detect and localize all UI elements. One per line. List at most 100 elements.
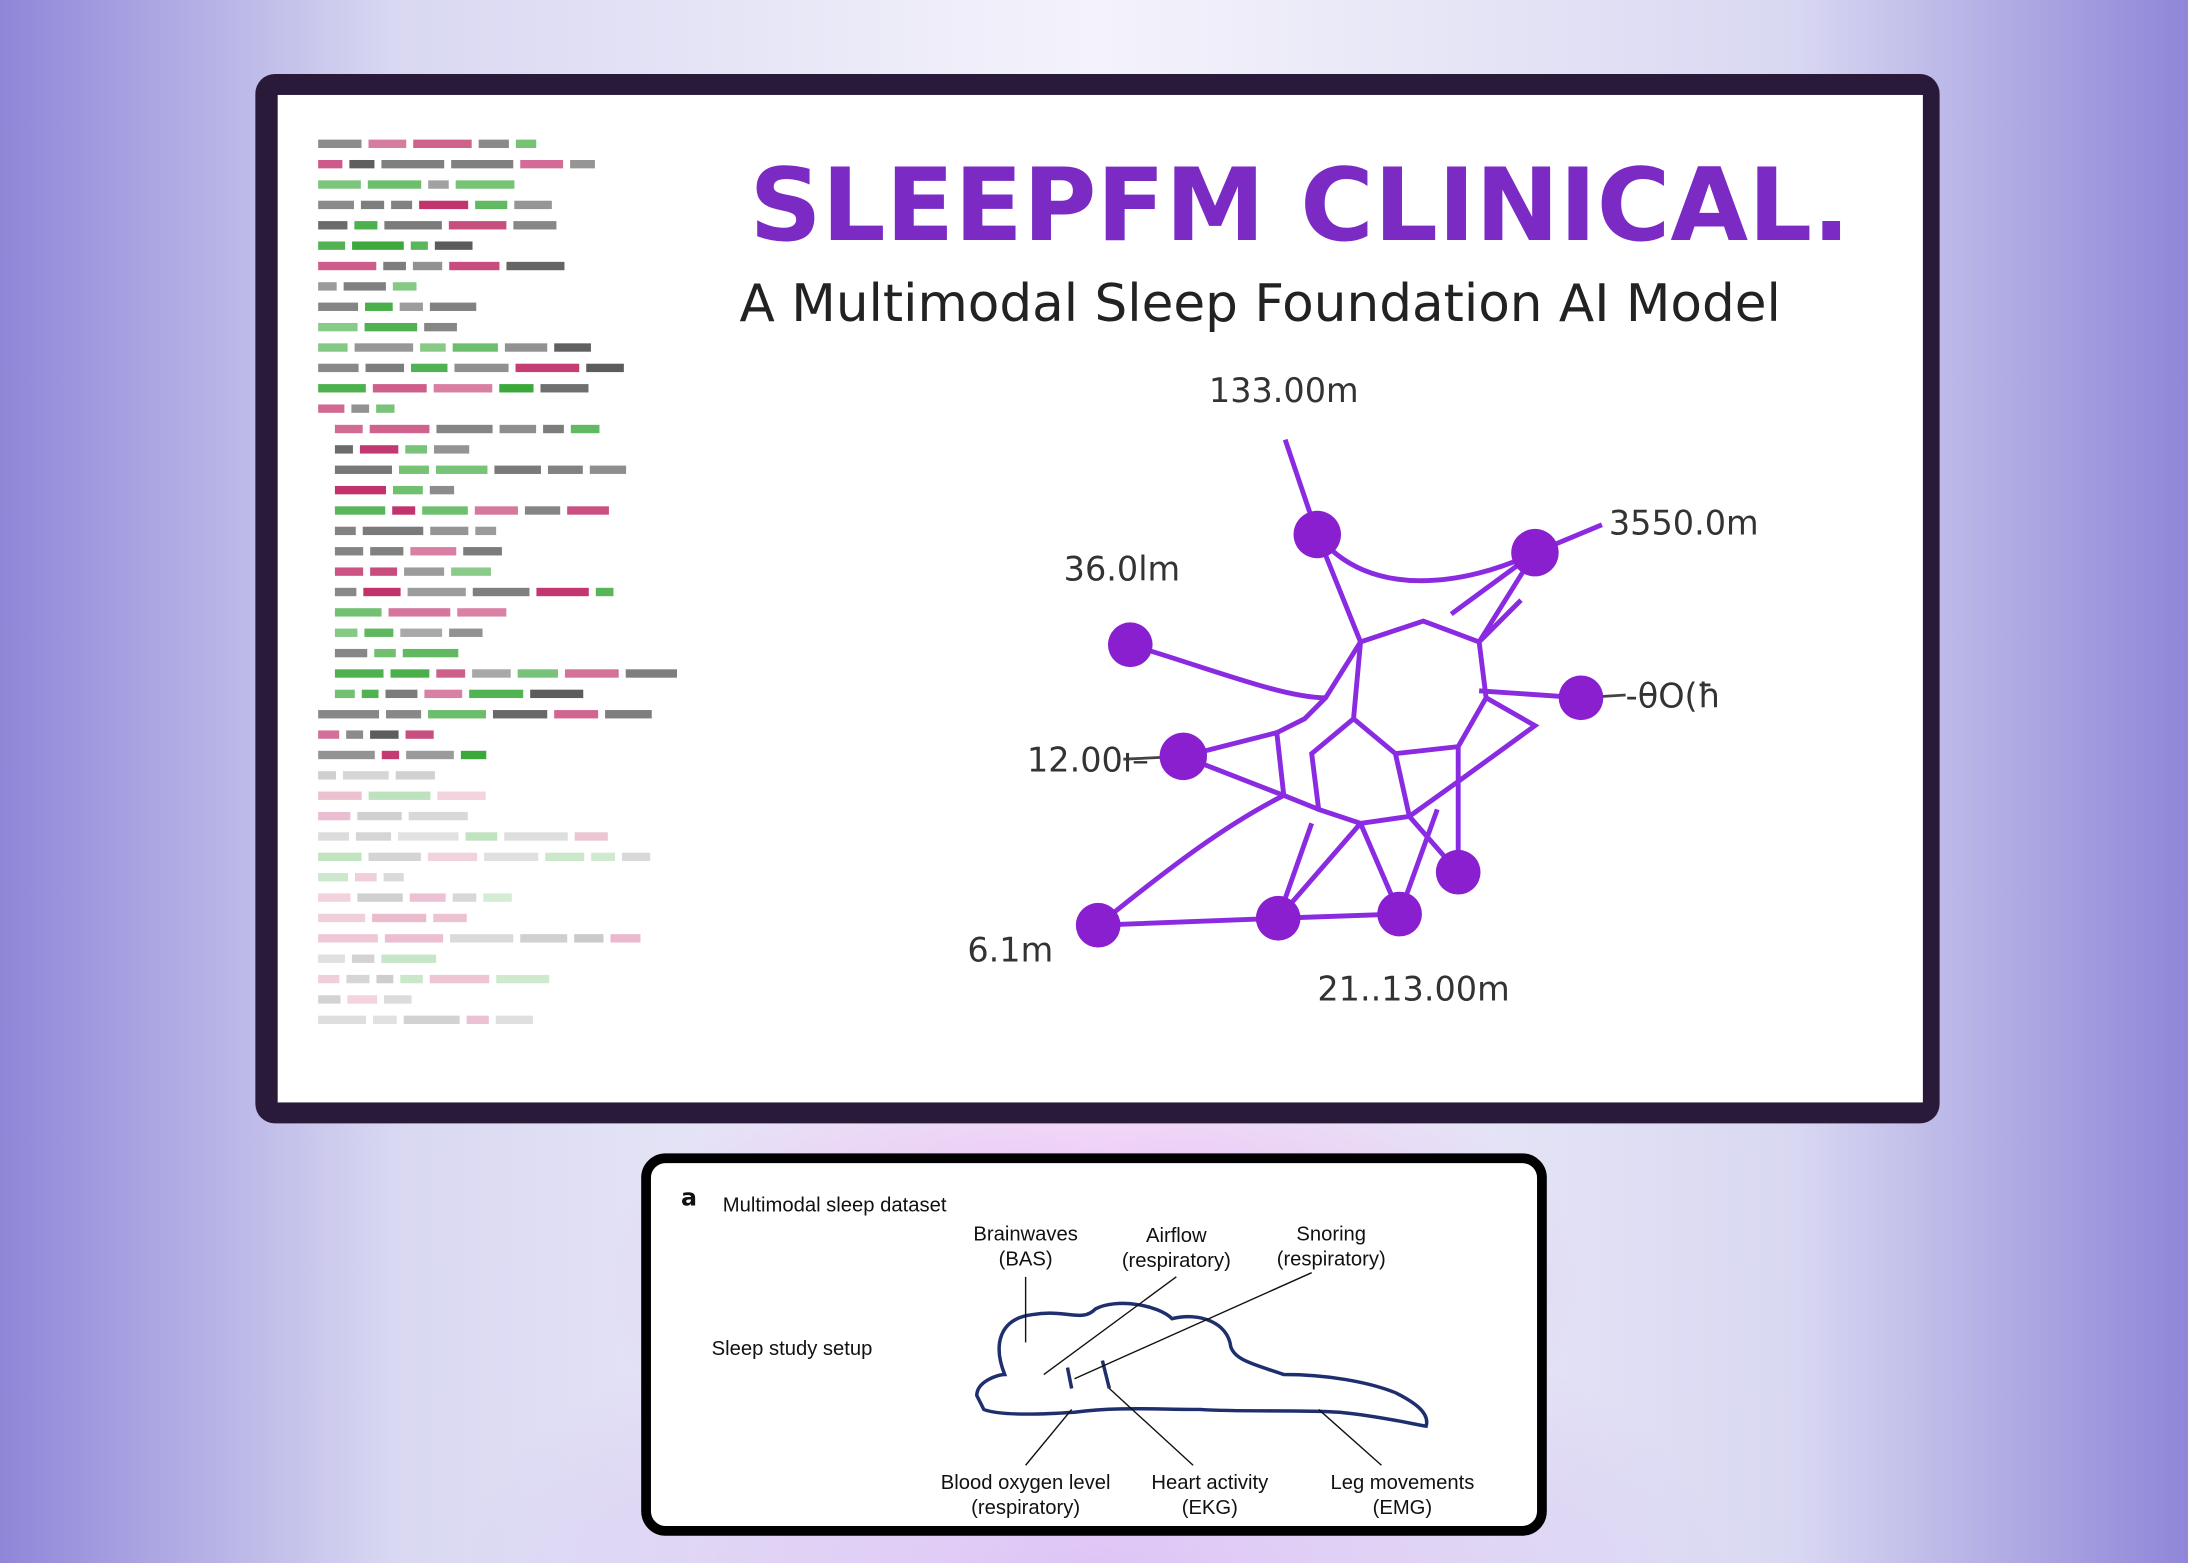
- code-line: [318, 873, 348, 882]
- code-line: [365, 302, 393, 311]
- code-line: [436, 424, 493, 434]
- code-line: [318, 159, 343, 169]
- code-line: [514, 200, 552, 210]
- code-line: [334, 628, 358, 637]
- code-line: [399, 302, 423, 311]
- code-line: [448, 221, 507, 230]
- code-line: [383, 873, 404, 882]
- code-line: [318, 893, 351, 902]
- code-line: [354, 343, 414, 352]
- code-line: [530, 689, 584, 699]
- code-line: [506, 261, 565, 271]
- code-line: [351, 954, 375, 963]
- code-line: [504, 832, 568, 841]
- code-line: [392, 485, 423, 495]
- code-line: [381, 159, 445, 169]
- node: [1107, 622, 1153, 668]
- code-line: [407, 587, 466, 597]
- code-line: [570, 159, 595, 169]
- code-line: [318, 954, 345, 963]
- code-line: [419, 200, 469, 210]
- code-line: [373, 1015, 397, 1025]
- signal-name: Leg movements: [1330, 1472, 1474, 1494]
- code-line: [465, 832, 498, 841]
- panel-title: Multimodal sleep dataset: [723, 1194, 947, 1216]
- code-line: [412, 261, 443, 271]
- code-line: [410, 241, 428, 250]
- code-line: [349, 159, 375, 169]
- code-line: [318, 322, 358, 332]
- node: [1377, 891, 1422, 937]
- code-line: [409, 893, 446, 902]
- code-line: [388, 608, 451, 617]
- code-line: [420, 343, 446, 352]
- code-line: [318, 384, 366, 393]
- code-line: [499, 384, 534, 393]
- code-line: [424, 689, 463, 699]
- code-line: [504, 343, 548, 352]
- code-line: [334, 587, 357, 597]
- code-panel: [318, 139, 677, 1025]
- code-line: [364, 628, 394, 637]
- code-line: [496, 974, 550, 984]
- node: [1558, 675, 1604, 721]
- code-line: [342, 771, 389, 780]
- code-line: [334, 485, 386, 495]
- code-line: [383, 261, 406, 271]
- code-line: [318, 241, 346, 250]
- signal-name: Snoring: [1296, 1224, 1366, 1246]
- code-line: [392, 282, 417, 291]
- code-line: [589, 465, 627, 474]
- signals: Brainwaves (BAS) Airflow (respiratory) S…: [941, 1224, 1475, 1520]
- edge: [1274, 598, 1540, 826]
- code-line: [457, 608, 507, 617]
- code-line: [376, 974, 394, 984]
- node: [1511, 528, 1559, 577]
- code-line: [410, 547, 457, 556]
- signal-name: Airflow: [1146, 1225, 1207, 1247]
- node-label: 36.0lm: [1064, 550, 1180, 589]
- code-line: [554, 710, 599, 719]
- code-line: [605, 710, 652, 719]
- code-line: [334, 648, 368, 658]
- code-line: [429, 974, 490, 984]
- dataset-panel: [641, 1153, 1547, 1536]
- code-line: [334, 465, 393, 474]
- code-line: [430, 526, 469, 536]
- code-line: [398, 832, 459, 841]
- code-line: [368, 139, 407, 148]
- code-line: [494, 465, 541, 474]
- code-line: [460, 750, 487, 760]
- node: [1159, 732, 1208, 781]
- code-line: [390, 669, 430, 678]
- code-line: [405, 445, 428, 454]
- code-line: [318, 852, 362, 862]
- code-line: [374, 648, 396, 658]
- code-line: [591, 852, 615, 862]
- code-line: [483, 893, 512, 902]
- code-line: [595, 587, 614, 597]
- signal-detail: (EMG): [1373, 1497, 1433, 1519]
- code-line: [318, 710, 380, 719]
- code-line: [402, 648, 459, 658]
- code-line: [343, 282, 386, 291]
- code-line: [363, 587, 401, 597]
- code-line: [372, 913, 427, 923]
- code-line: [475, 200, 508, 210]
- code-line: [370, 567, 398, 576]
- code-line: [492, 710, 548, 719]
- code-line: [318, 791, 362, 800]
- code-line: [318, 302, 359, 311]
- node: [1293, 510, 1341, 559]
- code-line: [368, 791, 431, 800]
- edge: [1096, 533, 1582, 928]
- node-label: 21..13.00m: [1317, 970, 1509, 1009]
- node-label: 6.1m: [967, 931, 1053, 970]
- code-line: [428, 180, 449, 189]
- code-line: [433, 384, 493, 393]
- code-line: [455, 180, 515, 189]
- code-line: [515, 139, 537, 148]
- code-line: [540, 384, 589, 393]
- code-line: [318, 832, 349, 841]
- code-line: [413, 139, 472, 148]
